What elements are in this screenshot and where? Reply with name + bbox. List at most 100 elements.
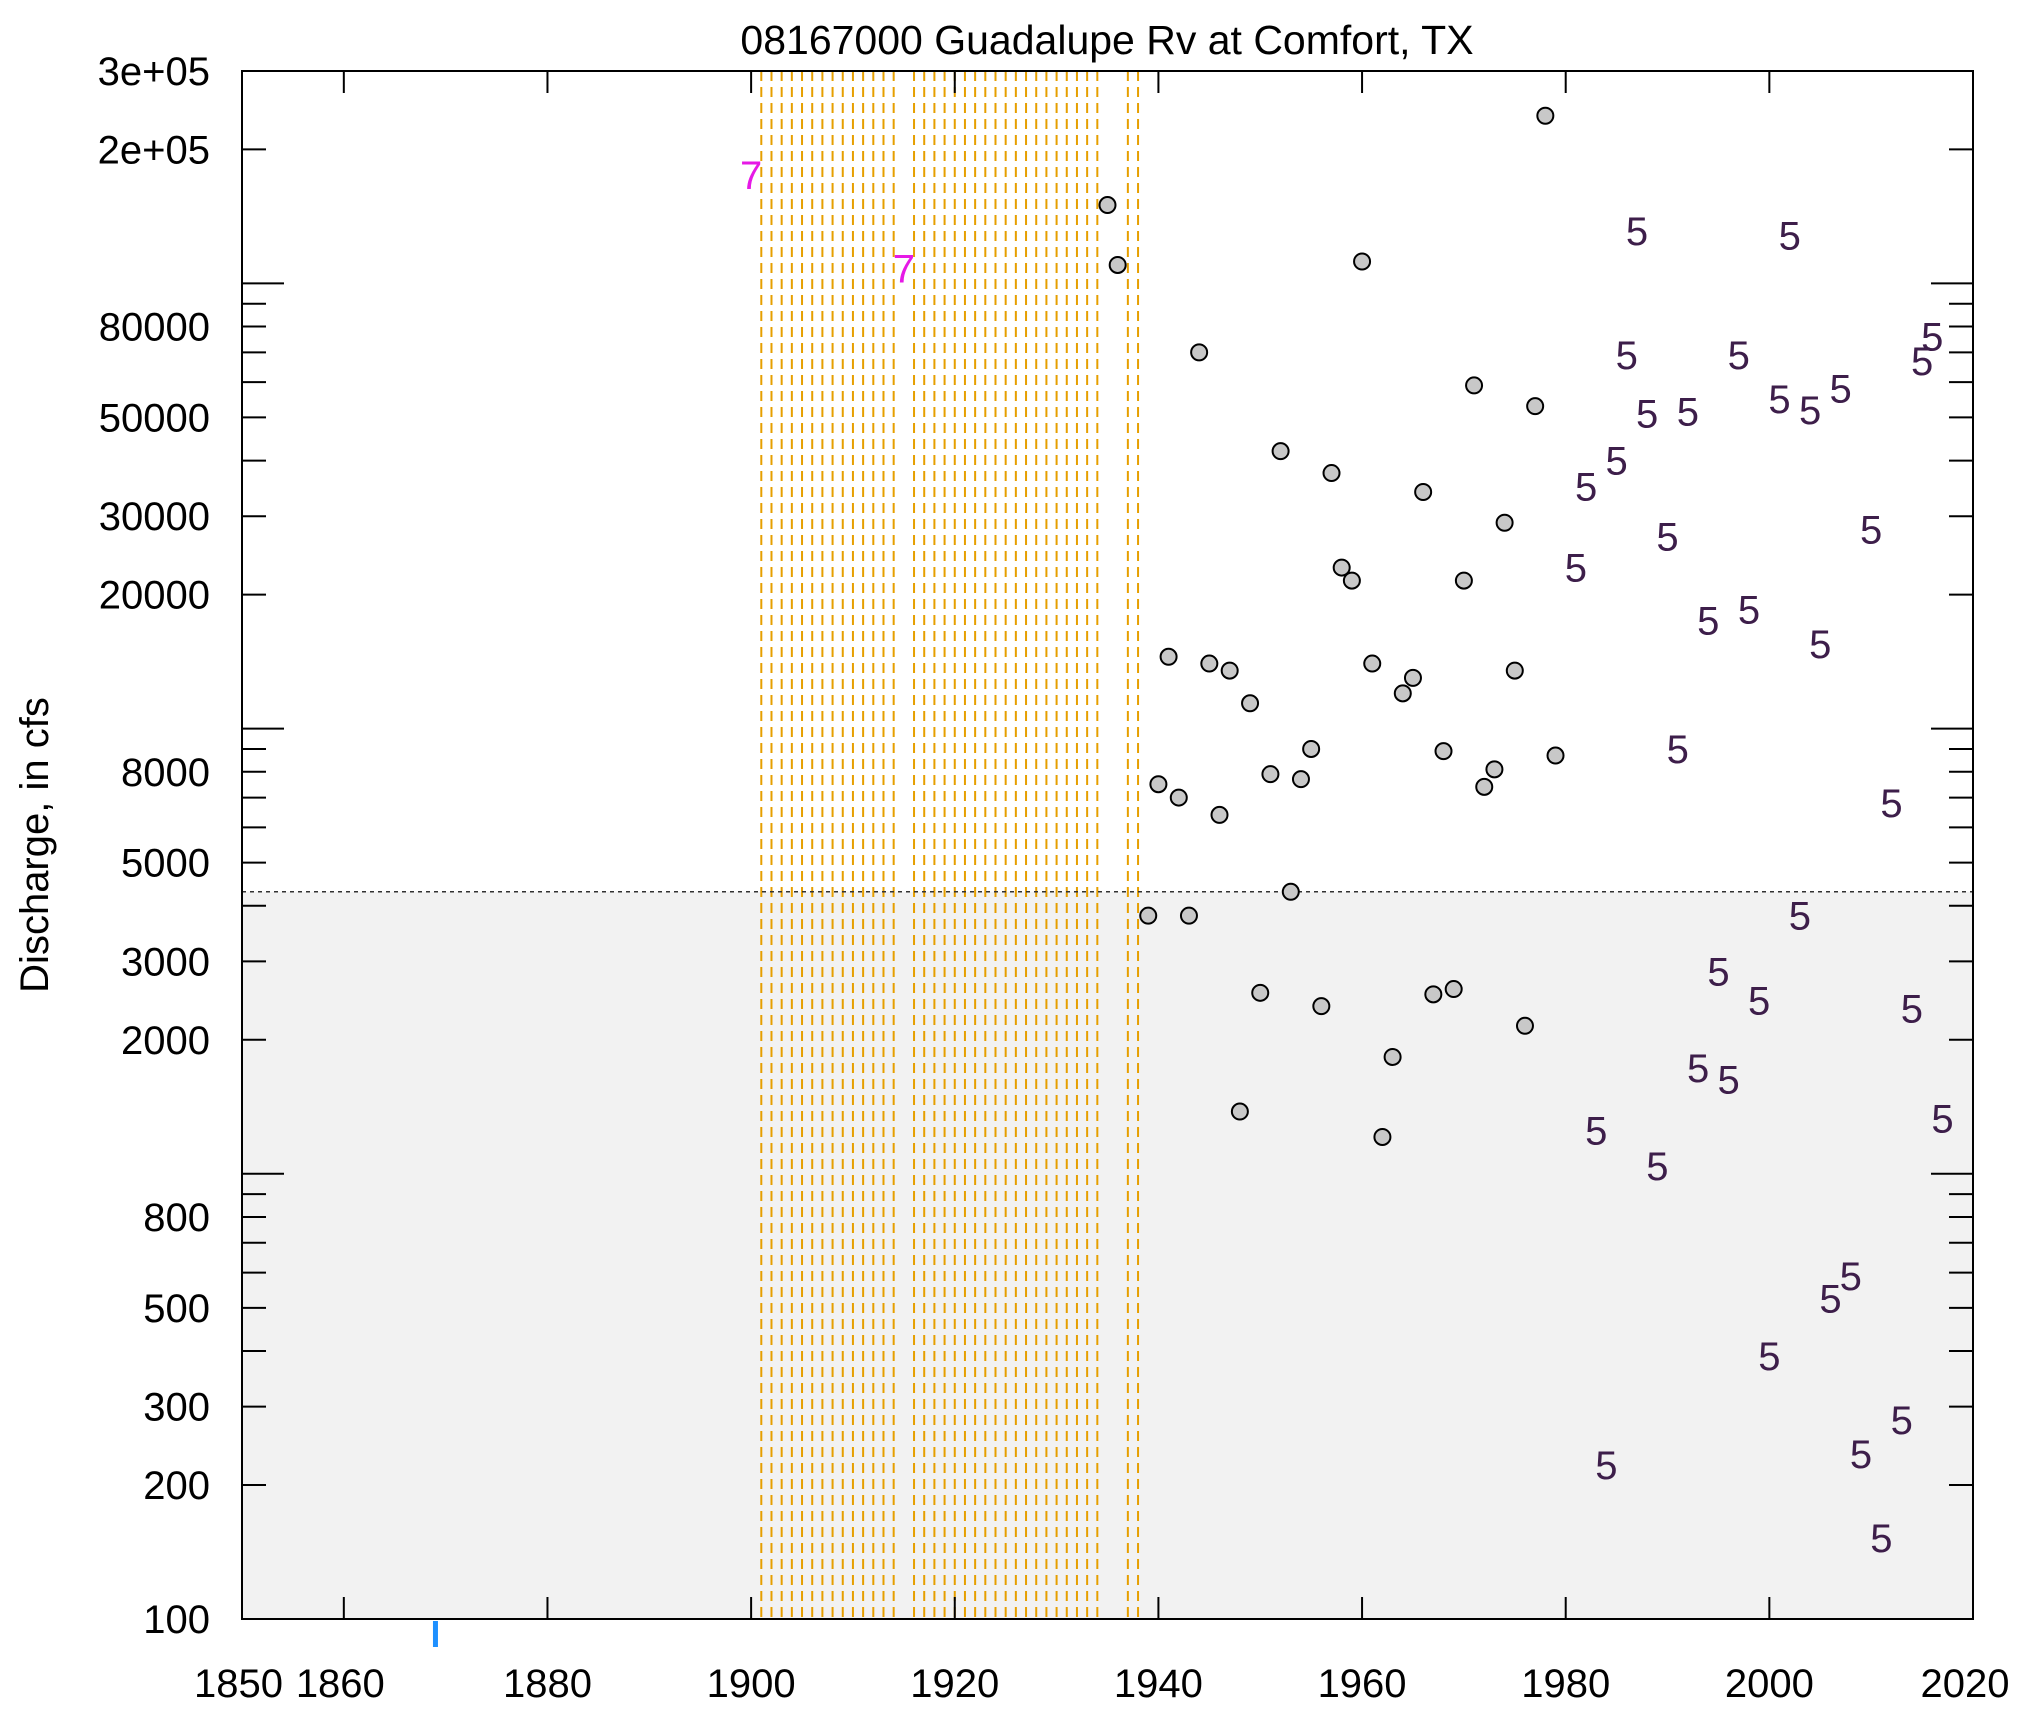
x-tick-label: 1880 (503, 1662, 592, 1706)
data-point-label: 5 (1870, 1517, 1892, 1561)
y-tick-label: 20000 (99, 574, 210, 618)
data-point-label: 5 (1779, 215, 1801, 259)
x-tick-label: 2020 (1921, 1662, 2010, 1706)
data-point-label: 5 (1728, 334, 1750, 378)
data-point-label: 5 (1575, 465, 1597, 509)
data-point-label: 5 (1636, 393, 1658, 437)
data-point-label: 5 (1911, 340, 1933, 384)
y-tick-label: 300 (143, 1386, 210, 1430)
data-point (1149, 775, 1168, 794)
data-point-label: 5 (1656, 516, 1678, 560)
y-tick-label: 800 (143, 1196, 210, 1240)
threshold-shade (242, 891, 1973, 1619)
data-point (1271, 442, 1290, 461)
y-tick-label: 80000 (99, 306, 210, 350)
data-point-label: 5 (1819, 1277, 1841, 1321)
data-point-label: 5 (1595, 1444, 1617, 1488)
data-point (1536, 106, 1555, 125)
data-point-label: 5 (1687, 1047, 1709, 1091)
y-tick-label: 3000 (121, 940, 210, 984)
data-point-label: 5 (1758, 1335, 1780, 1379)
data-point-label: 5 (1667, 728, 1689, 772)
x-tick-label: 2000 (1725, 1662, 1814, 1706)
threshold-region (242, 891, 1973, 1619)
data-point (1332, 558, 1351, 577)
x-tick-label: 1850 (194, 1662, 283, 1706)
data-point (1444, 980, 1463, 999)
data-point (1251, 983, 1270, 1002)
x-tick-label: 1980 (1521, 1662, 1610, 1706)
plot-frame (241, 70, 1974, 1620)
data-point-label: 5 (1707, 950, 1729, 994)
y-tick-label: 30000 (99, 495, 210, 539)
data-point-label: 7 (893, 248, 915, 292)
data-point-label: 5 (1738, 589, 1760, 633)
data-point-label: 5 (1677, 391, 1699, 435)
data-point (1179, 906, 1198, 925)
data-point (1465, 376, 1484, 395)
x-tick-label: 1960 (1318, 1662, 1407, 1706)
x-axis-ticks: 1850 1860 1880 1900 1920 1940 1960 1980 2000 2020 (194, 71, 2009, 1706)
data-point-label: 5 (1860, 509, 1882, 553)
data-point (1312, 997, 1331, 1016)
data-point-label: 5 (1646, 1145, 1668, 1189)
data-point-label: 5 (1789, 895, 1811, 939)
data-point (1210, 805, 1229, 824)
data-point-label: 5 (1748, 980, 1770, 1024)
y-axis-ticks: 3e+05 2e+05 80000 50000 30000 20000 8000 5000 30… (98, 50, 1973, 1642)
data-point-label: 5 (1809, 623, 1831, 667)
data-point-label: 5 (1768, 378, 1790, 422)
data-point-label: 5 (1585, 1110, 1607, 1154)
data-point (1169, 788, 1188, 807)
data-point-label: 5 (1616, 334, 1638, 378)
data-point (1434, 742, 1453, 761)
data-point (1403, 668, 1422, 687)
x-tick-label: 1860 (296, 1662, 385, 1706)
data-point (1220, 661, 1239, 680)
data-point (1159, 647, 1178, 666)
x-tick-label: 1900 (707, 1662, 796, 1706)
data-point (1190, 343, 1209, 362)
data-point-label: 5 (1901, 988, 1923, 1032)
data-point (1342, 571, 1361, 590)
y-tick-label: 5000 (121, 842, 210, 886)
data-point (1241, 694, 1260, 713)
data-point-label: 5 (1880, 782, 1902, 826)
data-point (1200, 654, 1219, 673)
data-point (1373, 1127, 1392, 1146)
data-point-label: 7 (740, 154, 762, 198)
data-point (1414, 482, 1433, 501)
data-point (1526, 397, 1545, 416)
data-point-label: 5 (1891, 1399, 1913, 1443)
data-point (1363, 654, 1382, 673)
data-point (1302, 739, 1321, 758)
data-point (1281, 882, 1300, 901)
y-tick-label: 500 (143, 1287, 210, 1331)
data-point (1454, 571, 1473, 590)
data-point (1108, 255, 1127, 274)
y-axis-label: Discharge, in cfs (13, 697, 57, 993)
data-point-label: 5 (1830, 368, 1852, 412)
data-point-label: 5 (1921, 315, 1943, 359)
data-point (1485, 760, 1504, 779)
data-point (1505, 661, 1524, 680)
data-point-label: 5 (1626, 210, 1648, 254)
data-point-label: 5 (1697, 599, 1719, 643)
data-point (1515, 1016, 1534, 1035)
data-point-label: 5 (1799, 389, 1821, 433)
data-point-label: 5 (1931, 1098, 1953, 1142)
data-point (1353, 252, 1372, 271)
data-point-label: 5 (1840, 1255, 1862, 1299)
data-point (1291, 770, 1310, 789)
data-point (1139, 906, 1158, 925)
x-tick-label: 1920 (910, 1662, 999, 1706)
data-point-label: 5 (1850, 1433, 1872, 1477)
y-tick-label: 2000 (121, 1019, 210, 1063)
data-point (1424, 985, 1443, 1004)
y-tick-label: 2e+05 (98, 128, 210, 172)
y-tick-label: 50000 (99, 396, 210, 440)
data-point (1322, 464, 1341, 483)
historic-period-lines (760, 71, 1140, 1619)
data-point-label: 5 (1717, 1058, 1739, 1102)
data-point-label: 5 (1605, 440, 1627, 484)
